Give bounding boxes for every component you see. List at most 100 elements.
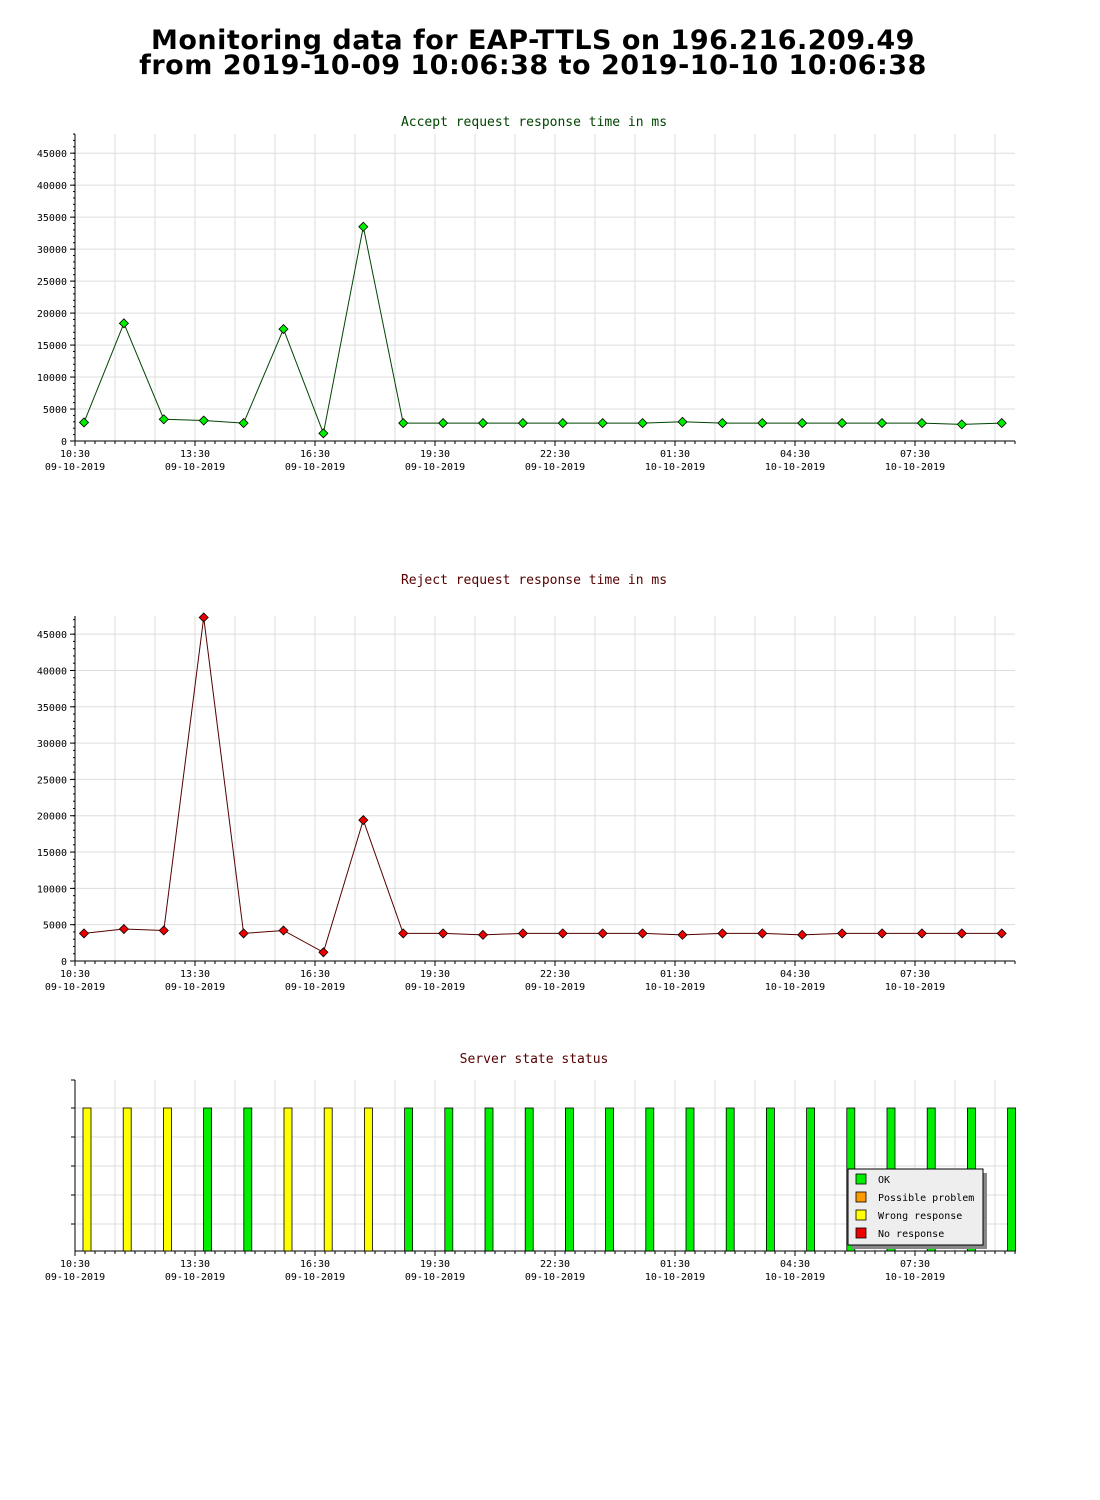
reject-x-tick-time: 13:30: [180, 969, 210, 980]
reject-data-point: [398, 928, 409, 939]
reject-data-point: [158, 925, 169, 936]
accept-data-point: [557, 418, 568, 429]
reject-data-point: [358, 815, 369, 826]
state-bar: [162, 1107, 172, 1252]
accept-x-tick-date: 09-10-2019: [45, 462, 105, 473]
state-bar: [243, 1107, 253, 1252]
accept-x-tick-time: 01:30: [660, 449, 690, 460]
accept-data-point: [398, 418, 409, 429]
accept-y-tick-label: 15000: [37, 341, 67, 352]
state-x-tick-time: 22:30: [540, 1259, 570, 1270]
accept-data-point: [118, 318, 129, 329]
reject-data-point: [477, 929, 489, 940]
accept-data-point: [278, 324, 289, 335]
reject-data-point: [876, 928, 888, 939]
state-x-tick-date: 09-10-2019: [165, 1272, 225, 1283]
reject-data-point: [637, 928, 648, 939]
accept-x-tick-time: 13:30: [180, 449, 210, 460]
reject-chart: Reject request response time in ms 0 5000 1…: [37, 573, 1016, 993]
reject-data-point: [717, 928, 728, 939]
accept-x-tick-time: 19:30: [420, 449, 450, 460]
reject-data-point: [797, 929, 808, 940]
state-bar: [766, 1107, 775, 1252]
reject-data-point: [118, 923, 129, 935]
state-legend-swatch: [855, 1227, 867, 1239]
state-legend-swatch: [855, 1209, 867, 1221]
reject-data-point: [557, 928, 568, 939]
state-bar: [565, 1107, 574, 1252]
state-x-tick-time: 19:30: [420, 1259, 450, 1270]
accept-series-line: [83, 226, 1002, 436]
state-chart-title: Server state status: [460, 1052, 609, 1067]
reject-y-tick-label: 0: [61, 957, 67, 968]
accept-y-tick-label: 25000: [37, 277, 67, 288]
reject-data-point: [438, 928, 449, 939]
state-bar: [122, 1107, 132, 1252]
reject-data-point: [916, 928, 927, 939]
state-legend-label: Possible problem: [878, 1193, 974, 1204]
state-chart: Server state status 10:30 09-10-2019 13:30 0…: [45, 1052, 1016, 1283]
accept-data-point: [757, 418, 768, 429]
reject-y-tick-label: 40000: [37, 666, 67, 677]
reject-data-point: [318, 947, 329, 958]
reject-x-tick-time: 04:30: [780, 969, 810, 980]
reject-x-tick-time: 22:30: [540, 969, 570, 980]
state-legend-label: No response: [878, 1229, 944, 1240]
reject-x-tick-time: 10:30: [60, 969, 90, 980]
accept-x-tick-date: 10-10-2019: [885, 462, 945, 473]
state-x-tick-date: 09-10-2019: [525, 1272, 585, 1283]
state-bar: [404, 1107, 414, 1252]
accept-y-tick-label: 10000: [37, 373, 67, 384]
reject-data-point: [78, 928, 90, 939]
reject-x-tick-date: 09-10-2019: [285, 982, 345, 993]
reject-data-point: [837, 928, 848, 939]
reject-data-point: [597, 928, 608, 939]
reject-y-tick-label: 20000: [37, 812, 67, 823]
accept-y-tick-label: 30000: [37, 245, 67, 256]
reject-y-tick-label: 5000: [43, 921, 67, 932]
reject-data-point: [956, 928, 967, 939]
reject-data-point: [517, 928, 528, 939]
state-x-tick-time: 16:30: [300, 1259, 330, 1270]
accept-data-point: [956, 419, 967, 430]
reject-x-tick-date: 09-10-2019: [405, 982, 465, 993]
state-x-tick-date: 09-10-2019: [405, 1272, 465, 1283]
accept-chart-title: Accept request response time in ms: [401, 115, 667, 130]
reject-y-tick-label: 15000: [37, 848, 67, 859]
reject-x-tick-date: 09-10-2019: [525, 982, 585, 993]
accept-data-point: [158, 414, 169, 425]
accept-x-tick-date: 09-10-2019: [525, 462, 585, 473]
state-bar: [82, 1107, 92, 1252]
state-bar: [605, 1107, 614, 1252]
state-bar: [645, 1107, 655, 1252]
state-legend-swatch: [855, 1191, 867, 1203]
accept-x-tick-date: 10-10-2019: [645, 462, 705, 473]
state-x-tick-time: 10:30: [60, 1259, 90, 1270]
accept-x-tick-time: 16:30: [300, 449, 330, 460]
state-legend-label: OK: [878, 1175, 890, 1186]
accept-y-tick-label: 40000: [37, 181, 67, 192]
accept-data-point: [198, 415, 209, 426]
accept-data-point: [837, 418, 848, 429]
reject-x-tick-date: 09-10-2019: [165, 982, 225, 993]
reject-y-tick-label: 35000: [37, 703, 67, 714]
accept-x-tick-time: 10:30: [60, 449, 90, 460]
accept-data-point: [78, 417, 90, 428]
accept-data-point: [238, 418, 249, 429]
accept-x-tick-time: 07:30: [900, 449, 930, 460]
accept-y-tick-label: 45000: [37, 149, 67, 160]
accept-data-point: [876, 418, 888, 429]
accept-chart: Accept request response time in ms 0 5000 1…: [37, 115, 1016, 473]
state-x-tick-time: 07:30: [900, 1259, 930, 1270]
reject-data-point: [278, 925, 289, 936]
state-bar: [806, 1107, 815, 1252]
page-title-line-2: from 2019-10-09 10:06:38 to 2019-10-10 1…: [139, 50, 927, 81]
accept-x-tick-date: 09-10-2019: [405, 462, 465, 473]
accept-data-point: [597, 418, 608, 429]
accept-data-point: [637, 418, 648, 429]
accept-y-tick-label: 20000: [37, 309, 67, 320]
reject-series-line: [83, 617, 1002, 954]
state-x-tick-date: 09-10-2019: [285, 1272, 345, 1283]
reject-x-tick-time: 07:30: [900, 969, 930, 980]
